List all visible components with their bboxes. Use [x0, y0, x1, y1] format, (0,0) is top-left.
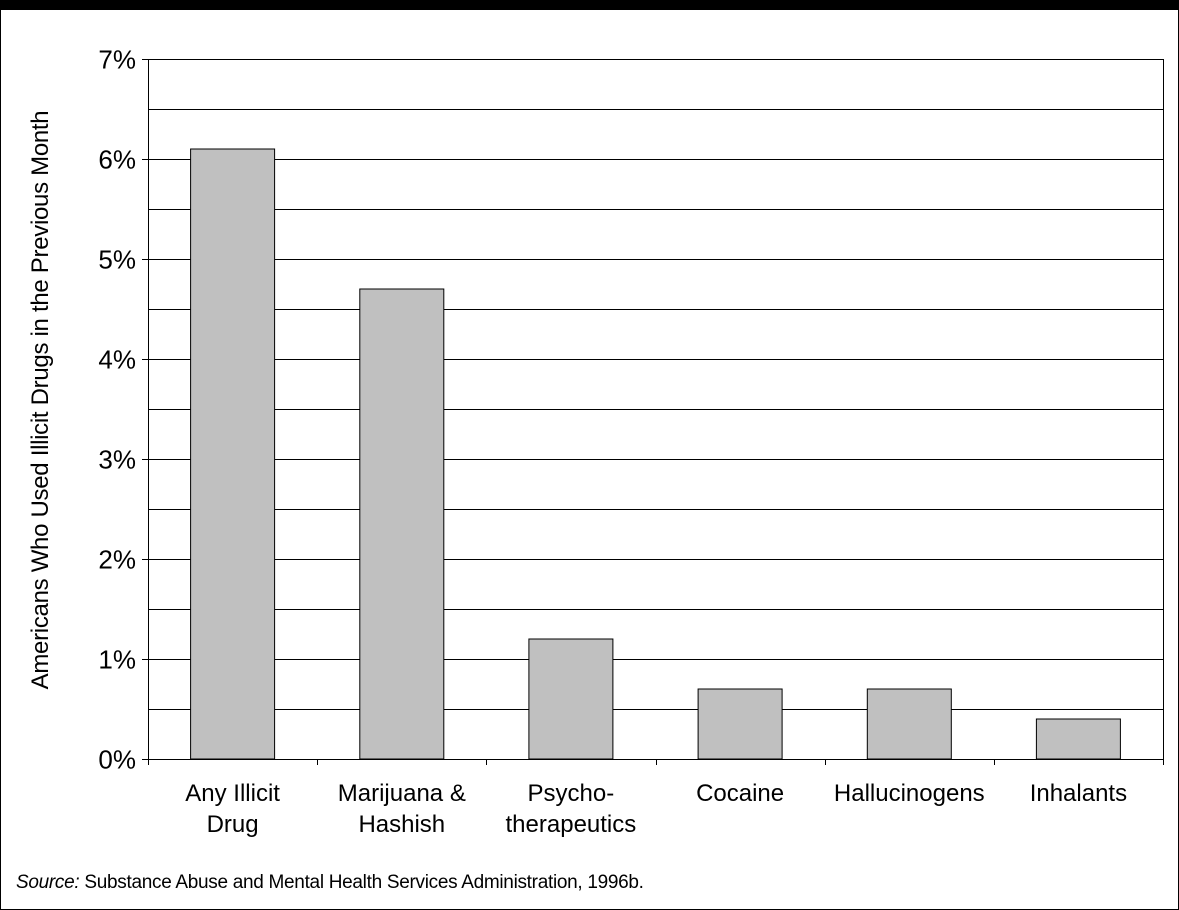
x-category-label: Hallucinogens: [834, 780, 985, 807]
y-tick-label: 6%: [98, 145, 136, 175]
bar: [697, 688, 783, 760]
axes: [142, 59, 1164, 765]
x-category-labels: Any Illicit Drug Marijuana & Hashish Psycho-…: [185, 780, 1127, 838]
y-tick-labels: 0% 1% 2% 3% 4% 5% 6% 7%: [98, 45, 136, 775]
x-category-label: Inhalants: [1030, 780, 1127, 807]
bar: [866, 688, 952, 760]
x-category-label: Marijuana & Hashish: [338, 780, 466, 838]
y-tick-label: 7%: [98, 45, 136, 75]
y-tick-label: 1%: [98, 645, 136, 675]
y-tick-label: 4%: [98, 345, 136, 375]
y-tick-label: 2%: [98, 545, 136, 575]
bar: [1035, 718, 1121, 760]
bar: [528, 638, 614, 760]
source-prefix: Source:: [16, 872, 80, 893]
y-tick-label: 5%: [98, 245, 136, 275]
source-text: Substance Abuse and Mental Health Servic…: [79, 872, 644, 893]
x-category-label: Any Illicit Drug: [185, 780, 280, 838]
y-tick-label: 0%: [98, 745, 136, 775]
gridlines: [148, 59, 1163, 710]
y-tick-label: 3%: [98, 445, 136, 475]
x-category-label: Cocaine: [696, 780, 784, 807]
x-category-label: Psycho-therapeutics: [506, 780, 637, 838]
y-axis-title: Americans Who Used Illicit Drugs in the …: [27, 111, 54, 690]
top-bar: [0, 0, 1179, 10]
bars: [190, 148, 1121, 760]
bar: [359, 288, 445, 760]
source-note: Source: Substance Abuse and Mental Healt…: [16, 872, 644, 894]
bar: [190, 148, 276, 760]
